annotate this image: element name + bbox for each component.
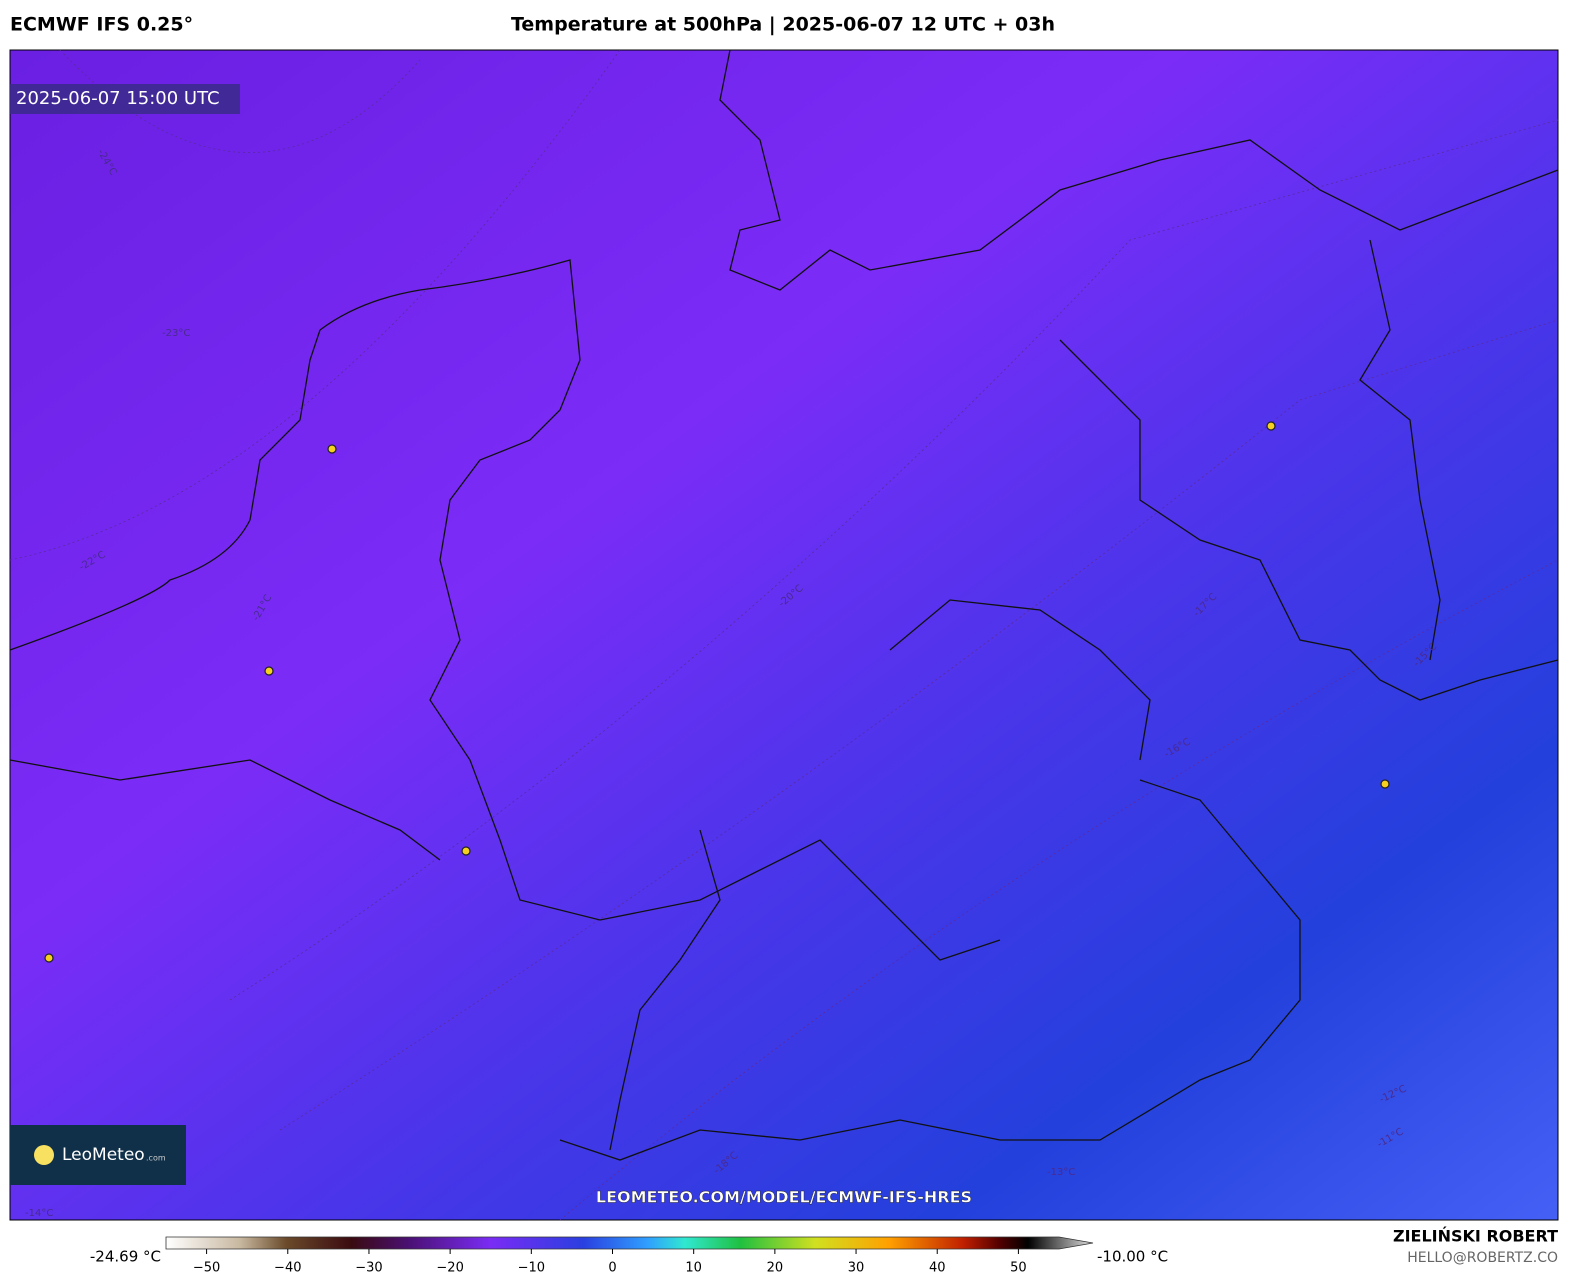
border xyxy=(319,259,1001,961)
colorbar-fill xyxy=(165,1236,1094,1250)
city xyxy=(44,953,54,963)
contour-line xyxy=(59,49,421,153)
coastline xyxy=(9,329,321,651)
contour-label: -23°C xyxy=(162,328,190,339)
border xyxy=(889,599,1151,761)
time-box xyxy=(10,84,240,114)
colorbar-tick-label: 30 xyxy=(848,1261,865,1276)
contour-label: -13°C xyxy=(1047,1167,1075,1178)
map-field xyxy=(9,49,1559,1221)
contour-line xyxy=(279,319,1559,1131)
logo-suffix: .com xyxy=(146,1154,166,1163)
colorbar: -24.69 °C -10.00 °C −50 −40 −30 −20 −10 0 10 20… xyxy=(90,1236,1168,1276)
colorbar-tick-label: −50 xyxy=(193,1261,220,1276)
map: -24°C -23°C -22°C -21°C -20°C -18°C -17°… xyxy=(9,49,1559,1221)
border xyxy=(1359,239,1441,661)
border xyxy=(559,779,1301,1161)
colorbar-max: -10.00 °C xyxy=(1097,1248,1168,1266)
contour-label: -14°C xyxy=(25,1208,53,1219)
colorbar-tick-label: −40 xyxy=(274,1261,301,1276)
colorbar-tick-label: 0 xyxy=(608,1261,616,1276)
colorbar-tick-label: 20 xyxy=(767,1261,784,1276)
border xyxy=(9,759,441,861)
coastline xyxy=(719,49,1559,291)
city xyxy=(1380,779,1390,789)
contour-line xyxy=(9,49,621,561)
colorbar-tick-label: −30 xyxy=(355,1261,382,1276)
map-title: Temperature at 500hPa | 2025-06-07 12 UT… xyxy=(511,14,1055,36)
logo-sun xyxy=(34,1145,54,1165)
email: HELLO@ROBERTZ.CO xyxy=(1407,1250,1558,1266)
colorbar-min: -24.69 °C xyxy=(90,1248,161,1266)
contour-line xyxy=(559,559,1559,1221)
city xyxy=(461,846,471,856)
colorbar-tick-label: −10 xyxy=(518,1261,545,1276)
author: ZIELIŃSKI ROBERT xyxy=(1393,1227,1558,1246)
colorbar-tick-label: −20 xyxy=(436,1261,463,1276)
city xyxy=(264,666,274,676)
source-url: LEOMETEO.COM/MODEL/ECMWF-IFS-HRES xyxy=(596,1188,972,1207)
valid-time: 2025-06-07 15:00 UTC xyxy=(16,88,220,109)
border xyxy=(609,829,721,1151)
border xyxy=(1059,339,1559,701)
contour-line xyxy=(229,119,1559,1001)
model-name: ECMWF IFS 0.25° xyxy=(10,14,193,36)
colorbar-tick-label: 10 xyxy=(685,1261,702,1276)
colorbar-tick-label: 50 xyxy=(1010,1261,1027,1276)
colorbar-tick-label: 40 xyxy=(929,1261,946,1276)
cities xyxy=(44,421,1390,963)
logo-text: LeoMeteo xyxy=(62,1145,145,1165)
city xyxy=(1266,421,1276,431)
city xyxy=(327,444,337,454)
